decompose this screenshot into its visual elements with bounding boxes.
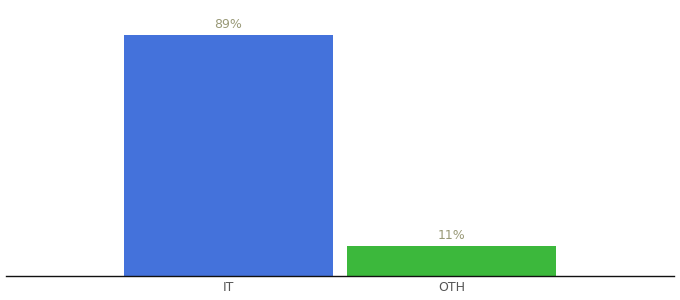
Bar <box>124 35 333 276</box>
Text: 89%: 89% <box>215 18 243 31</box>
Bar <box>347 246 556 276</box>
Text: 11%: 11% <box>438 229 465 242</box>
